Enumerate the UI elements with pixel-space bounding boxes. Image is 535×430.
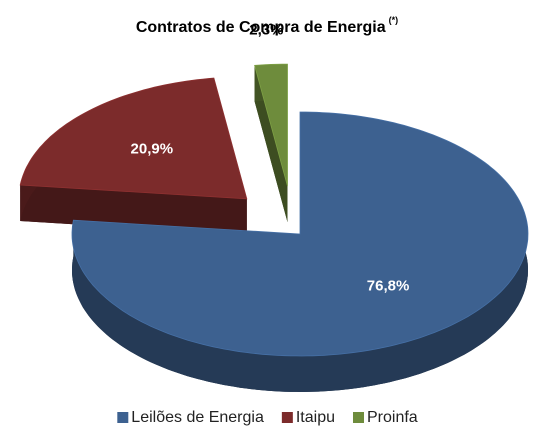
title-text: Contratos de Compra de Energia	[136, 19, 386, 36]
pie-slice	[71, 111, 529, 392]
legend-label: Leilões de Energia	[131, 409, 264, 426]
chart-title: Contratos de Compra de Energia (*)	[136, 15, 398, 36]
slice-side	[254, 65, 288, 223]
data-label: 76,8%	[367, 278, 410, 295]
slice-top	[19, 77, 248, 200]
slice-top	[71, 111, 529, 357]
data-label: 20,9%	[131, 140, 174, 157]
data-label: 2,3%	[249, 21, 283, 38]
legend-swatch	[117, 412, 129, 423]
pie-slice	[254, 63, 288, 223]
title-note: (*)	[389, 15, 399, 25]
legend-label: Itaipu	[296, 409, 335, 426]
legend-swatch	[281, 412, 293, 423]
legend-label: Proinfa	[367, 409, 418, 426]
legend-swatch	[352, 412, 364, 423]
slice-top	[254, 63, 288, 187]
